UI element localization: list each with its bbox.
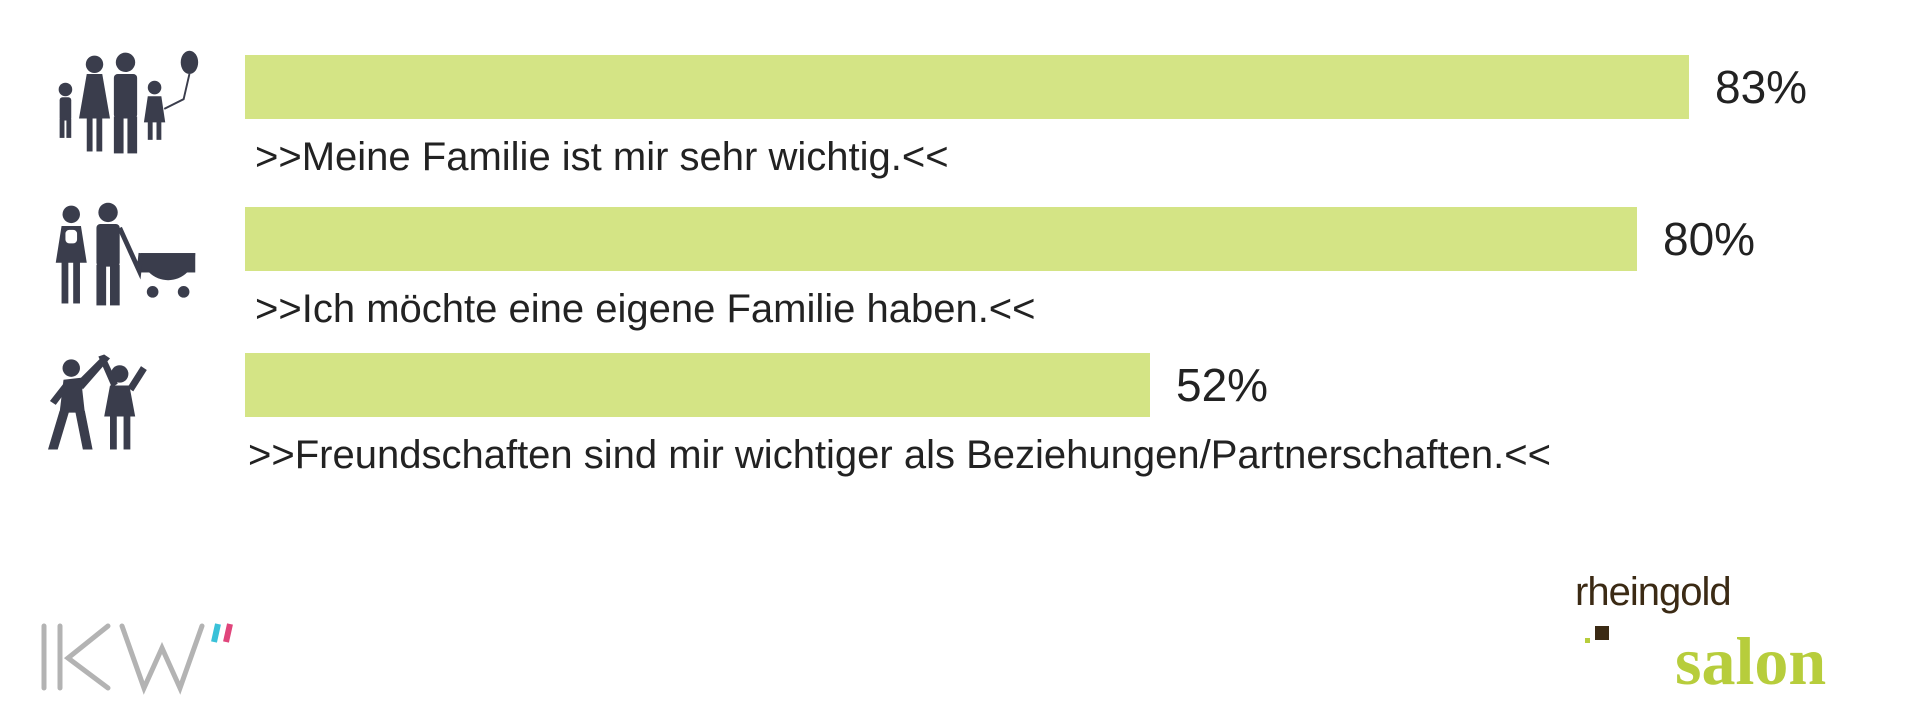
- rheingold-wordmark: rheingold: [1575, 570, 1732, 614]
- statement-label-1: >>Meine Familie ist mir sehr wichtig.<<: [255, 135, 949, 179]
- bar-2: [245, 207, 1637, 271]
- bar-value-label-1: 83%: [1715, 61, 1808, 113]
- logo-dot: [1585, 638, 1590, 643]
- bar-value-label-3: 52%: [1176, 359, 1269, 411]
- salon-wordmark: salon: [1675, 623, 1827, 699]
- statement-label-2: >>Ich möchte eine eigene Familie haben.<…: [255, 287, 1036, 331]
- bar-3: [245, 353, 1150, 417]
- bar-value-label-2: 80%: [1663, 213, 1756, 265]
- ikw-logo: [38, 618, 248, 698]
- dancing-friends-icon: [48, 347, 203, 457]
- bar-1: [245, 55, 1689, 119]
- statement-label-3: >>Freundschaften sind mir wichtiger als …: [248, 433, 1551, 477]
- logo-square: [1595, 626, 1609, 640]
- family-icon: [48, 49, 203, 159]
- parents-stroller-icon: [48, 201, 203, 311]
- rheingold-salon-logo: rheingold salon: [1575, 570, 1895, 705]
